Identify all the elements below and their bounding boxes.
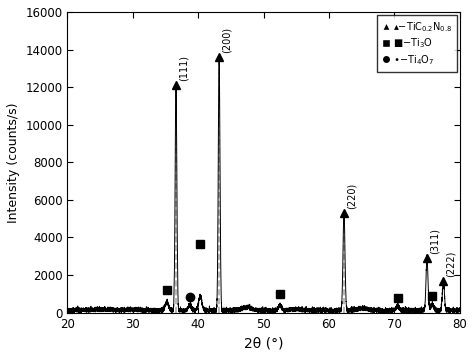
- Text: (311): (311): [429, 228, 439, 255]
- X-axis label: 2θ (°): 2θ (°): [244, 336, 283, 350]
- Text: (111): (111): [179, 55, 189, 81]
- Y-axis label: Intensity (counts/s): Intensity (counts/s): [7, 102, 20, 222]
- Text: (200): (200): [222, 27, 232, 53]
- Text: (222): (222): [446, 251, 456, 277]
- Legend: $\blacktriangle$$-$TiC$_{0.2}$N$_{0.8}$, $\blacksquare$$-$Ti$_3$O, $\bullet$$-$T: $\blacktriangle$$-$TiC$_{0.2}$N$_{0.8}$,…: [377, 15, 457, 72]
- Text: (220): (220): [346, 183, 356, 209]
